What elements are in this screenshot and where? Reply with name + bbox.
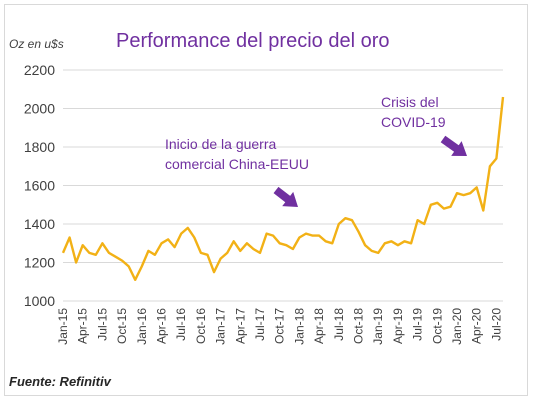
annotation-trade-war-line-1: Inicio de la guerra xyxy=(165,136,277,152)
annotation-covid-line-2: COVID-19 xyxy=(381,114,446,130)
annotation-trade-war: Inicio de la guerra comercial China-EEUU xyxy=(165,134,309,174)
annotation-trade-war-line-2: comercial China-EEUU xyxy=(165,156,309,172)
gridlines xyxy=(63,69,503,302)
x-tick-label: Apr-17 xyxy=(233,308,247,344)
x-tick-label: Oct-18 xyxy=(352,308,366,344)
x-tick-label: Apr-19 xyxy=(391,308,405,344)
y-tick-label: 1600 xyxy=(24,178,55,194)
x-tick-label: Jul-16 xyxy=(174,308,188,341)
x-tick-label: Apr-16 xyxy=(155,308,169,344)
y-axis-label: Oz en u$s xyxy=(9,37,64,51)
x-tick-label: Jul-20 xyxy=(489,308,503,341)
x-tick-label: Jan-15 xyxy=(56,308,70,345)
x-tick-label: Apr-15 xyxy=(76,308,90,344)
x-tick-label: Oct-19 xyxy=(430,308,444,344)
x-tick-label: Jul-19 xyxy=(411,308,425,341)
x-tick-label: Apr-20 xyxy=(470,308,484,344)
annotation-covid-line-1: Crisis del xyxy=(381,94,439,110)
x-tick-label: Oct-17 xyxy=(273,308,287,344)
gold-price-line xyxy=(61,96,505,281)
x-tick-labels: Jan-15 Apr-15 Jul-15 Oct-15 Jan-16 Apr-16 Jul-… xyxy=(56,308,503,345)
covid-arrow xyxy=(440,135,468,157)
x-tick-label: Jul-18 xyxy=(332,308,346,341)
x-tick-label: Jan-20 xyxy=(450,308,464,345)
y-tick-labels: 1000 1200 1400 1600 1800 2000 2200 xyxy=(24,62,55,309)
x-tick-label: Jan-18 xyxy=(292,308,306,345)
source-note: Fuente: Refinitiv xyxy=(9,374,111,389)
y-tick-label: 2000 xyxy=(24,101,55,117)
x-tick-label: Jul-15 xyxy=(95,308,109,341)
x-tick-label: Jul-17 xyxy=(253,308,267,341)
y-tick-label: 1800 xyxy=(24,139,55,155)
y-tick-label: 1400 xyxy=(24,216,55,232)
annotation-covid: Crisis del COVID-19 xyxy=(381,92,446,132)
x-tick-label: Oct-15 xyxy=(115,308,129,344)
chart-frame xyxy=(4,4,528,396)
x-tick-label: Jan-16 xyxy=(135,308,149,345)
x-tick-label: Oct-16 xyxy=(194,308,208,344)
annotation-arrows xyxy=(273,135,468,208)
y-tick-label: 1000 xyxy=(24,293,55,309)
x-tick-label: Apr-18 xyxy=(312,308,326,344)
x-tick-label: Jan-19 xyxy=(371,308,385,345)
y-tick-label: 1200 xyxy=(24,255,55,271)
x-tick-label: Jan-17 xyxy=(214,308,228,345)
trade-war-arrow xyxy=(273,186,299,208)
chart-title: Performance del precio del oro xyxy=(116,30,390,52)
y-tick-label: 2200 xyxy=(24,62,55,78)
